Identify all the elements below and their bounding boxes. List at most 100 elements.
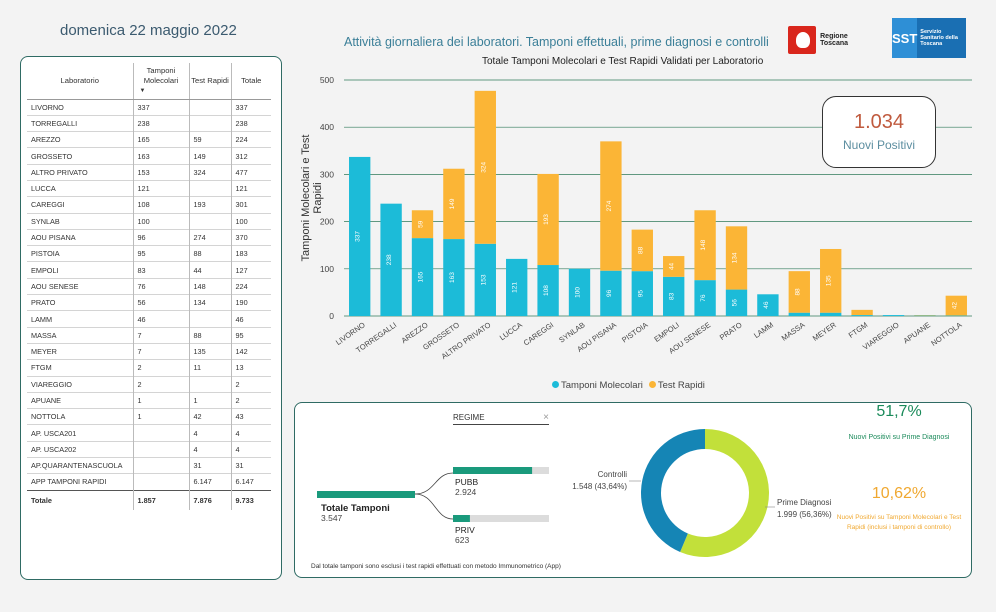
data-label-rapidi: 59 (418, 220, 425, 228)
bar-molecolari (882, 315, 905, 316)
cell-totale: 337 (231, 98, 271, 116)
table-row[interactable]: APP TAMPONI RAPIDI 6.147 6.147 (27, 473, 271, 491)
cell-test-rapidi: 31 (189, 457, 232, 474)
cell-test-rapidi: 44 (189, 261, 232, 279)
cell-test-rapidi: 11 (189, 359, 232, 377)
col-header-tamponi-molecolari[interactable]: Tamponi Molecolari ▼ (133, 63, 190, 100)
cell-totale: 121 (231, 179, 271, 197)
stat-pct2-label: Nuovi Positivi su Tamponi Molecolari e T… (836, 514, 962, 531)
x-tick-label: PRATO (718, 320, 744, 342)
x-tick-label: LAMM (752, 320, 775, 340)
data-label-rapidi: 148 (700, 239, 707, 250)
table-row[interactable]: AP. USCA201 4 4 (27, 424, 271, 442)
cell-test-rapidi: 149 (189, 147, 232, 165)
cell-test-rapidi: 6.147 (189, 473, 232, 491)
cell-tamponi-molecolari: 100 (133, 212, 190, 230)
table-row[interactable]: AP.QUARANTENASCUOLA 31 31 (27, 457, 271, 474)
col-header-laboratorio[interactable]: Laboratorio (27, 63, 134, 100)
table-row[interactable]: AREZZO 165 59 224 (27, 131, 271, 148)
cell-laboratorio: LIVORNO (27, 98, 134, 116)
table-row[interactable]: LUCCA 121 121 (27, 179, 271, 197)
cell-laboratorio: CAREGGI (27, 196, 134, 214)
data-label-rapidi: 134 (732, 252, 739, 263)
table-row[interactable]: PRATO 56 134 190 (27, 294, 271, 311)
regime-filter[interactable]: REGIME × (453, 412, 549, 425)
legend-item-rap[interactable]: Test Rapidi (648, 380, 705, 391)
cell-test-rapidi (189, 98, 232, 116)
bar-test-rapidi (631, 229, 653, 272)
table-row[interactable]: APUANE 1 1 2 (27, 391, 271, 409)
cell-tamponi-molecolari: 163 (133, 147, 190, 165)
cell-tamponi-molecolari: 121 (133, 179, 190, 197)
cell-laboratorio: AP. USCA202 (27, 440, 134, 458)
data-label-molecolari: 121 (512, 282, 519, 293)
table-row[interactable]: EMPOLI 83 44 127 (27, 261, 271, 279)
data-label-rapidi: 149 (449, 198, 456, 209)
cell-tamponi-molecolari: 2 (133, 359, 190, 377)
bar-test-rapidi (820, 248, 842, 313)
cell-totale: 142 (231, 342, 271, 360)
cell-totale: 95 (231, 326, 271, 344)
regione-toscana-logo-text: Regione Toscana (820, 33, 849, 47)
table-row[interactable]: SYNLAB 100 100 (27, 212, 271, 230)
sort-desc-icon: ▼ (139, 87, 146, 94)
cell-test-rapidi: 4 (189, 424, 232, 442)
cell-totale: 224 (231, 131, 271, 148)
legend-label-rap: Test Rapidi (657, 380, 705, 391)
col-header-test-rapidi[interactable]: Test Rapidi (189, 63, 232, 100)
table-row[interactable]: ALTRO PRIVATO 153 324 477 (27, 163, 271, 181)
cell-laboratorio: APUANE (27, 391, 134, 409)
table-body: LIVORNO 337 337 TORREGALLI 238 238 AREZZO 165 59… (27, 98, 271, 511)
cell-laboratorio: AREZZO (27, 131, 134, 148)
clear-filter-icon[interactable]: × (543, 412, 549, 423)
stat-pct-tamponi: 10,62% Nuovi Positivi su Tamponi Molecol… (835, 485, 963, 533)
table-row[interactable]: AOU PISANA 96 274 370 (27, 228, 271, 246)
data-label-rapidi: 88 (794, 288, 801, 296)
legend-item-mol[interactable]: Tamponi Molecolari (552, 380, 643, 391)
priv-bar-bg (453, 515, 549, 522)
sst-logo-text: Servizio Sanitario della Toscana (920, 29, 958, 47)
table-row[interactable]: PISTOIA 95 88 183 (27, 245, 271, 262)
data-label-molecolari: 100 (575, 287, 582, 298)
bar-molecolari (474, 243, 496, 316)
cell-test-rapidi: 148 (189, 277, 232, 295)
cell-test-rapidi (189, 212, 232, 230)
table-row[interactable]: AP. USCA202 4 4 (27, 440, 271, 458)
table-row[interactable]: LIVORNO 337 337 (27, 98, 271, 116)
cell-laboratorio: LUCCA (27, 179, 134, 197)
table-row[interactable]: AOU SENESE 76 148 224 (27, 277, 271, 295)
data-label-rapidi: 88 (637, 246, 644, 254)
bar-test-rapidi (725, 226, 748, 290)
donut-slice-controlli (641, 429, 705, 552)
donut-label-prime: Prime Diagnosi (777, 498, 831, 507)
cell-totale: 312 (231, 147, 271, 165)
kpi-value: 1.034 (853, 111, 905, 133)
data-label-molecolari: 95 (637, 290, 644, 298)
stat-pct1-label: Nuovi Positivi su Prime Diagnosi (848, 434, 950, 441)
table-row[interactable]: MEYER 7 135 142 (27, 342, 271, 360)
table-row[interactable]: FTGM 2 11 13 (27, 359, 271, 377)
y-tick-label: 300 (320, 169, 334, 179)
col-header-totale[interactable]: Totale (231, 63, 271, 100)
cell-test-rapidi: 4 (189, 440, 232, 458)
table-row[interactable]: MASSA 7 88 95 (27, 326, 271, 344)
table-row[interactable]: LAMM 46 46 (27, 310, 271, 328)
sst-logo: SST Servizio Sanitario della Toscana (892, 18, 966, 58)
table-row[interactable]: CAREGGI 108 193 301 (27, 196, 271, 214)
table-row[interactable]: GROSSETO 163 149 312 (27, 147, 271, 165)
y-tick-label: 100 (320, 264, 334, 274)
bar-test-rapidi (443, 168, 465, 240)
bar-molecolari (820, 312, 842, 316)
data-label-molecolari: 46 (763, 301, 770, 309)
table-row[interactable]: TORREGALLI 238 238 (27, 114, 271, 132)
y-tick-label: 200 (320, 217, 334, 227)
cell-laboratorio: AOU PISANA (27, 228, 134, 246)
data-label-rapidi: 324 (480, 162, 487, 173)
table-row[interactable]: NOTTOLA 1 42 43 (27, 408, 271, 425)
donut-value-controlli: 1.548 (43,64%) (572, 482, 627, 491)
table-row[interactable]: VIAREGGIO 2 2 (27, 375, 271, 393)
cell-test-rapidi: 134 (189, 294, 232, 311)
chart-legend: Tamponi Molecolari Test Rapidi (552, 380, 705, 391)
x-tick-label: EMPOLI (652, 320, 680, 344)
